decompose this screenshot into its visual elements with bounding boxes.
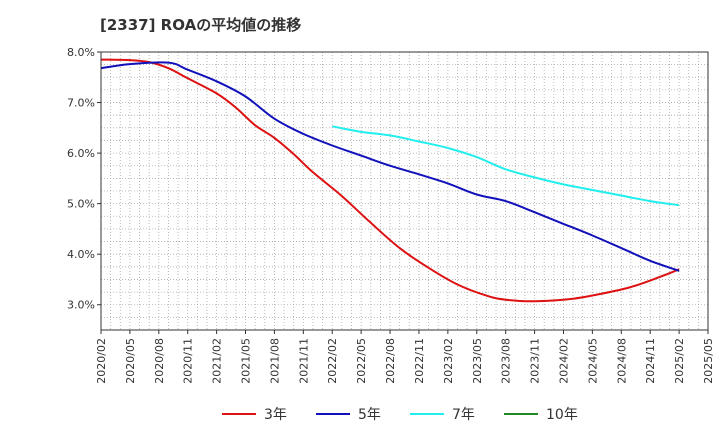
x-tick-label: 2020/08 [153,338,166,384]
x-tick-label: 2022/05 [355,338,368,384]
x-tick-label: 2020/11 [182,338,195,384]
x-tick-label: 2023/02 [442,338,455,384]
x-tick-label: 2024/02 [557,338,570,384]
legend-label-1: 3年 [264,407,287,423]
y-axis-ticks: 3.0% 4.0% 5.0% 6.0% 7.0% 8.0% [67,46,101,312]
legend-label-3: 7年 [452,407,475,423]
x-tick-label: 2022/02 [326,338,339,384]
series-lines [100,58,680,303]
grid [100,51,709,331]
x-tick-label: 2023/05 [471,338,484,384]
x-tick-label: 2023/08 [500,338,513,384]
y-tick-label: 7.0% [67,97,95,110]
x-tick-label: 2021/08 [268,338,281,384]
y-tick-label: 3.0% [67,299,95,312]
plot-frame [100,51,709,331]
series-line-3 [332,125,680,207]
series-line-1 [100,58,680,303]
x-tick-label: 2025/02 [673,338,686,384]
x-axis-ticks: 2020/02 2020/05 2020/08 2020/11 2021/02 2021/… [95,330,715,384]
legend-label-4: 10年 [546,407,578,423]
x-tick-label: 2021/11 [297,338,310,384]
legend: 3年 5年 7年 10年 [222,407,578,423]
x-tick-label: 2020/02 [95,338,108,384]
series-line-2 [100,61,680,272]
x-tick-label: 2024/11 [644,338,657,384]
x-tick-label: 2025/05 [702,338,715,384]
y-tick-label: 6.0% [67,147,95,160]
y-tick-label: 8.0% [67,46,95,59]
x-tick-label: 2022/11 [413,338,426,384]
x-tick-label: 2023/11 [529,338,542,384]
x-tick-label: 2024/05 [586,338,599,384]
legend-label-2: 5年 [358,407,381,423]
x-tick-label: 2021/05 [240,338,253,384]
y-tick-label: 5.0% [67,198,95,211]
y-tick-label: 4.0% [67,248,95,261]
x-tick-label: 2020/05 [124,338,137,384]
x-tick-label: 2024/08 [615,338,628,384]
x-tick-label: 2022/08 [384,338,397,384]
x-tick-label: 2021/02 [211,338,224,384]
chart-title: [2337] ROAの平均値の推移 [100,16,302,34]
